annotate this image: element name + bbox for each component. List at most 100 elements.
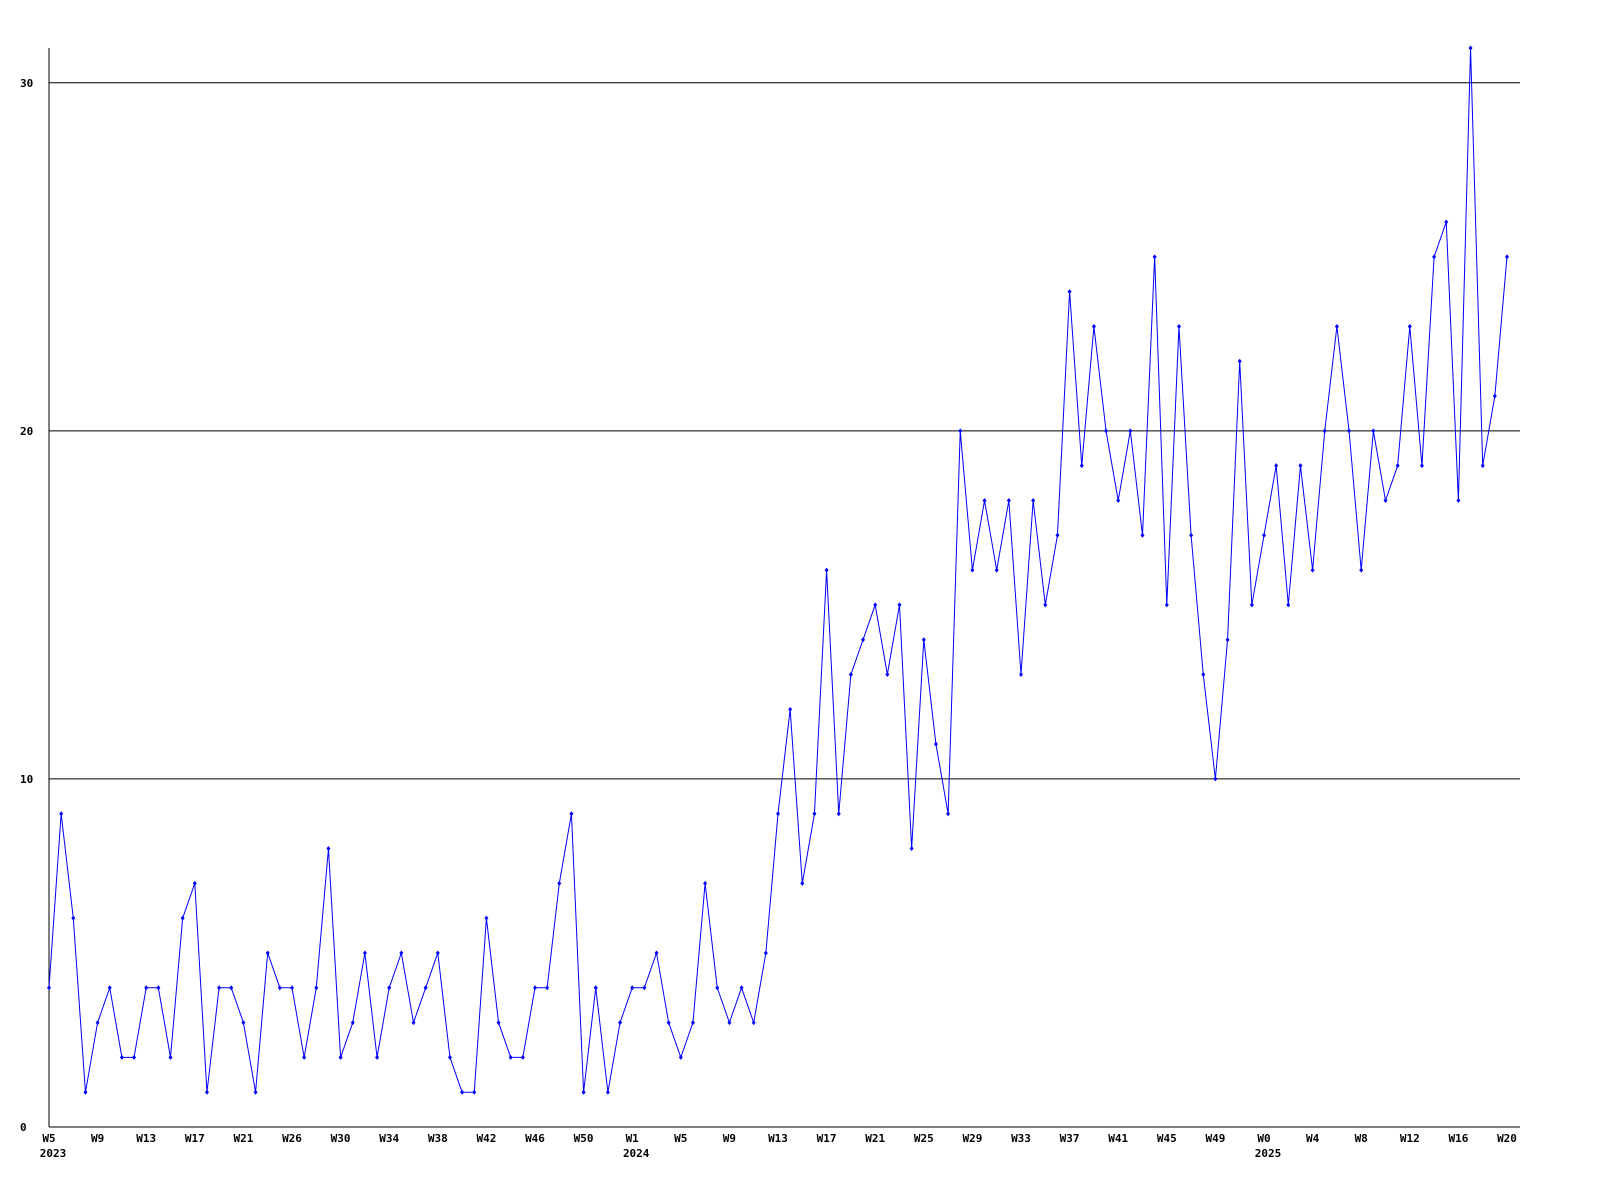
data-point xyxy=(1116,497,1121,503)
data-point xyxy=(581,1089,586,1095)
data-point xyxy=(362,950,367,956)
data-point xyxy=(265,950,270,956)
x-tick-label: W17 xyxy=(817,1132,837,1145)
x-tick-label: W34 xyxy=(379,1132,399,1145)
x-tick-label: W9 xyxy=(91,1132,104,1145)
data-point xyxy=(1067,289,1072,295)
data-point xyxy=(1140,532,1145,538)
data-point xyxy=(508,1054,513,1060)
data-point xyxy=(848,672,853,678)
x-year-label: 2023 xyxy=(40,1147,67,1160)
data-point xyxy=(156,985,161,991)
data-point xyxy=(666,1020,671,1026)
x-tick-label: W42 xyxy=(476,1132,496,1145)
data-point xyxy=(520,1054,525,1060)
data-point xyxy=(788,706,793,712)
data-point xyxy=(472,1089,477,1095)
data-point xyxy=(533,985,537,991)
data-point xyxy=(1407,323,1412,329)
data-point xyxy=(1152,254,1157,260)
data-point xyxy=(921,637,926,643)
data-point xyxy=(375,1054,380,1060)
data-point xyxy=(1505,254,1509,260)
data-point xyxy=(630,985,635,991)
data-point xyxy=(545,985,550,991)
data-point xyxy=(897,602,902,608)
x-tick-label: W13 xyxy=(768,1132,788,1145)
data-point xyxy=(1480,463,1485,469)
data-point xyxy=(727,1020,732,1026)
data-point xyxy=(836,811,841,817)
data-point xyxy=(229,985,234,991)
data-point xyxy=(460,1089,465,1095)
data-point xyxy=(241,1020,246,1026)
data-point xyxy=(909,846,914,852)
data-point xyxy=(1383,497,1388,503)
data-point xyxy=(253,1089,258,1095)
data-point xyxy=(399,950,404,956)
data-point xyxy=(1432,254,1437,260)
data-point xyxy=(1006,497,1011,503)
data-point xyxy=(1395,463,1400,469)
x-tick-label: W46 xyxy=(525,1132,545,1145)
x-year-label: 2025 xyxy=(1255,1147,1282,1160)
data-point xyxy=(411,1020,416,1026)
data-point xyxy=(59,811,64,817)
data-point xyxy=(1104,428,1109,434)
y-tick-label: 30 xyxy=(20,77,33,90)
data-point xyxy=(1322,428,1327,434)
data-point xyxy=(314,985,319,991)
data-point xyxy=(1091,323,1096,329)
x-tick-label: W38 xyxy=(428,1132,448,1145)
data-line xyxy=(48,47,1508,1093)
data-point xyxy=(812,811,817,817)
x-tick-label: W30 xyxy=(331,1132,351,1145)
data-point xyxy=(435,950,440,956)
data-point xyxy=(180,915,185,921)
x-tick-label: W49 xyxy=(1205,1132,1225,1145)
data-point xyxy=(1031,497,1036,503)
x-tick-label: W25 xyxy=(914,1132,934,1145)
data-point xyxy=(776,811,780,817)
x-tick-label: W17 xyxy=(185,1132,205,1145)
data-point xyxy=(1176,323,1181,329)
data-point xyxy=(618,1020,623,1026)
data-point xyxy=(423,985,428,991)
data-point xyxy=(132,1054,137,1060)
data-point xyxy=(496,1020,501,1026)
data-point xyxy=(290,985,294,991)
x-tick-label: W0 xyxy=(1257,1132,1270,1145)
data-point xyxy=(1262,532,1266,538)
x-tick-label: W50 xyxy=(574,1132,594,1145)
data-point xyxy=(1347,428,1352,434)
x-tick-label: W5 xyxy=(42,1132,55,1145)
data-point xyxy=(763,950,768,956)
x-tick-label: W37 xyxy=(1060,1132,1080,1145)
data-point xyxy=(824,567,829,573)
data-point xyxy=(302,1054,307,1060)
data-point xyxy=(654,950,659,956)
x-tick-label: W1 xyxy=(626,1132,640,1145)
x-tick-label: W33 xyxy=(1011,1132,1031,1145)
y-tick-label: 20 xyxy=(20,425,33,438)
data-point xyxy=(1055,532,1060,538)
data-point xyxy=(144,985,149,991)
data-point xyxy=(1079,463,1084,469)
data-point xyxy=(107,985,112,991)
data-point xyxy=(338,1054,343,1060)
data-point xyxy=(593,985,598,991)
data-point xyxy=(605,1089,610,1095)
data-point xyxy=(95,1020,100,1026)
data-point xyxy=(873,602,878,608)
y-tick-label: 0 xyxy=(20,1121,27,1134)
x-tick-label: W21 xyxy=(865,1132,885,1145)
x-tick-label: W5 xyxy=(674,1132,687,1145)
x-tick-label: W20 xyxy=(1497,1132,1517,1145)
data-point xyxy=(800,880,805,886)
data-point xyxy=(1019,672,1023,678)
data-point xyxy=(1371,428,1376,434)
data-point xyxy=(1334,323,1339,329)
data-point xyxy=(715,985,720,991)
data-point xyxy=(1237,358,1242,364)
data-point xyxy=(703,880,708,886)
